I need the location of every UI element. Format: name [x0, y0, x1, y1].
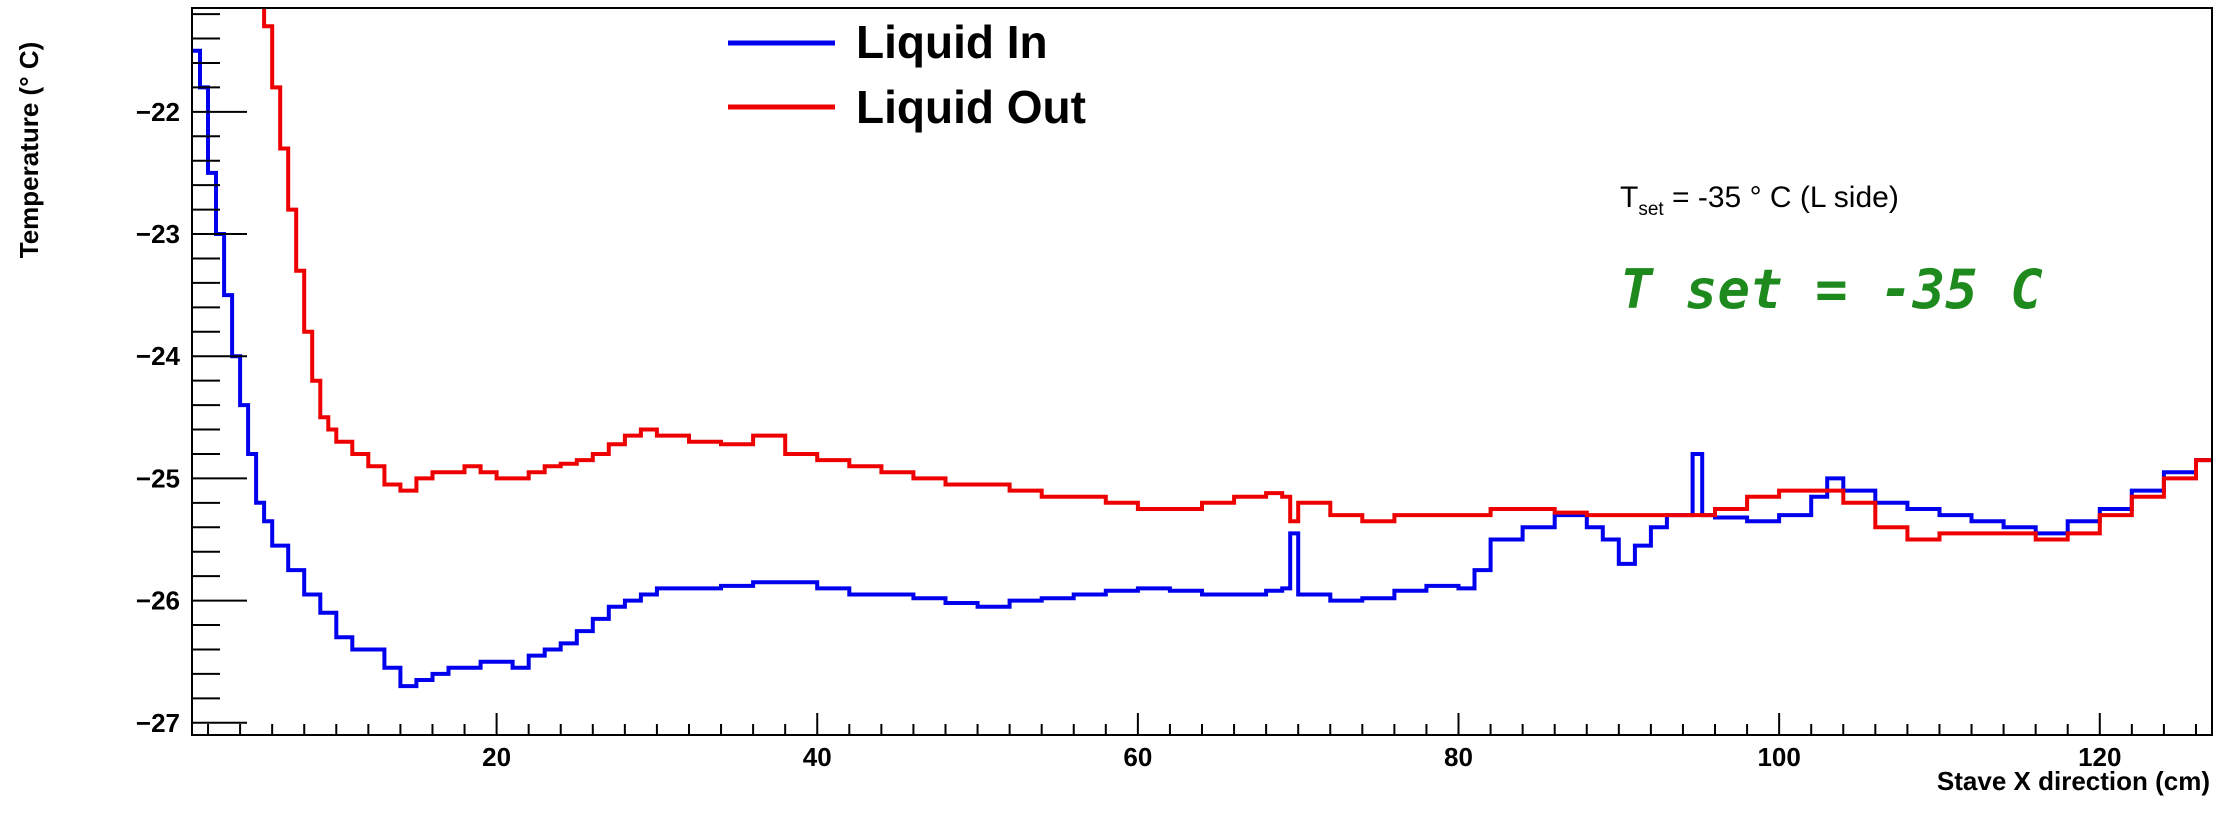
annotation-tset-green: T set = -35 C [1620, 258, 2043, 321]
y-tick-label: −23 [136, 219, 180, 249]
y-axis-title: Temperature (° C) [14, 42, 44, 259]
x-tick-label: 40 [803, 742, 832, 772]
series-line-liquid-out [262, 8, 2212, 542]
x-axis-title: Stave X direction (cm) [1937, 766, 2210, 796]
y-tick-label: −22 [136, 97, 180, 127]
y-tick-label: −26 [136, 586, 180, 616]
y-tick-label: −25 [136, 463, 180, 493]
annotation-tset-label: Tset = -35 ° C (L side) [1620, 181, 1899, 220]
legend: Liquid In Liquid Out [728, 16, 1086, 133]
x-tick-label: 100 [1757, 742, 1800, 772]
legend-label-liquid-in: Liquid In [856, 16, 1048, 68]
x-tick-label: 20 [482, 742, 511, 772]
series-line-liquid-in [192, 48, 2212, 689]
x-tick-label: 120 [2078, 742, 2121, 772]
y-tick-label: −27 [136, 708, 180, 738]
y-tick-label: −24 [136, 341, 181, 371]
x-tick-label: 80 [1444, 742, 1473, 772]
x-tick-label: 60 [1123, 742, 1152, 772]
legend-label-liquid-out: Liquid Out [856, 81, 1086, 133]
